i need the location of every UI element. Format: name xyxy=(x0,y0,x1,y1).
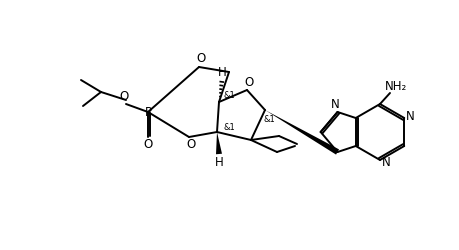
Text: O: O xyxy=(119,90,129,102)
Text: O: O xyxy=(196,52,205,66)
Text: &1: &1 xyxy=(223,122,235,132)
Polygon shape xyxy=(264,110,338,154)
Text: N: N xyxy=(330,98,339,112)
Text: O: O xyxy=(143,138,152,151)
Text: N: N xyxy=(405,110,414,122)
Text: N: N xyxy=(381,156,390,168)
Text: O: O xyxy=(244,76,253,90)
Text: O: O xyxy=(186,138,195,151)
Text: &1: &1 xyxy=(223,90,235,100)
Text: NH₂: NH₂ xyxy=(384,80,406,94)
Text: H: H xyxy=(217,66,226,78)
Text: H: H xyxy=(214,156,223,168)
Polygon shape xyxy=(216,132,222,154)
Text: P: P xyxy=(144,106,151,118)
Text: &1: &1 xyxy=(263,114,274,124)
